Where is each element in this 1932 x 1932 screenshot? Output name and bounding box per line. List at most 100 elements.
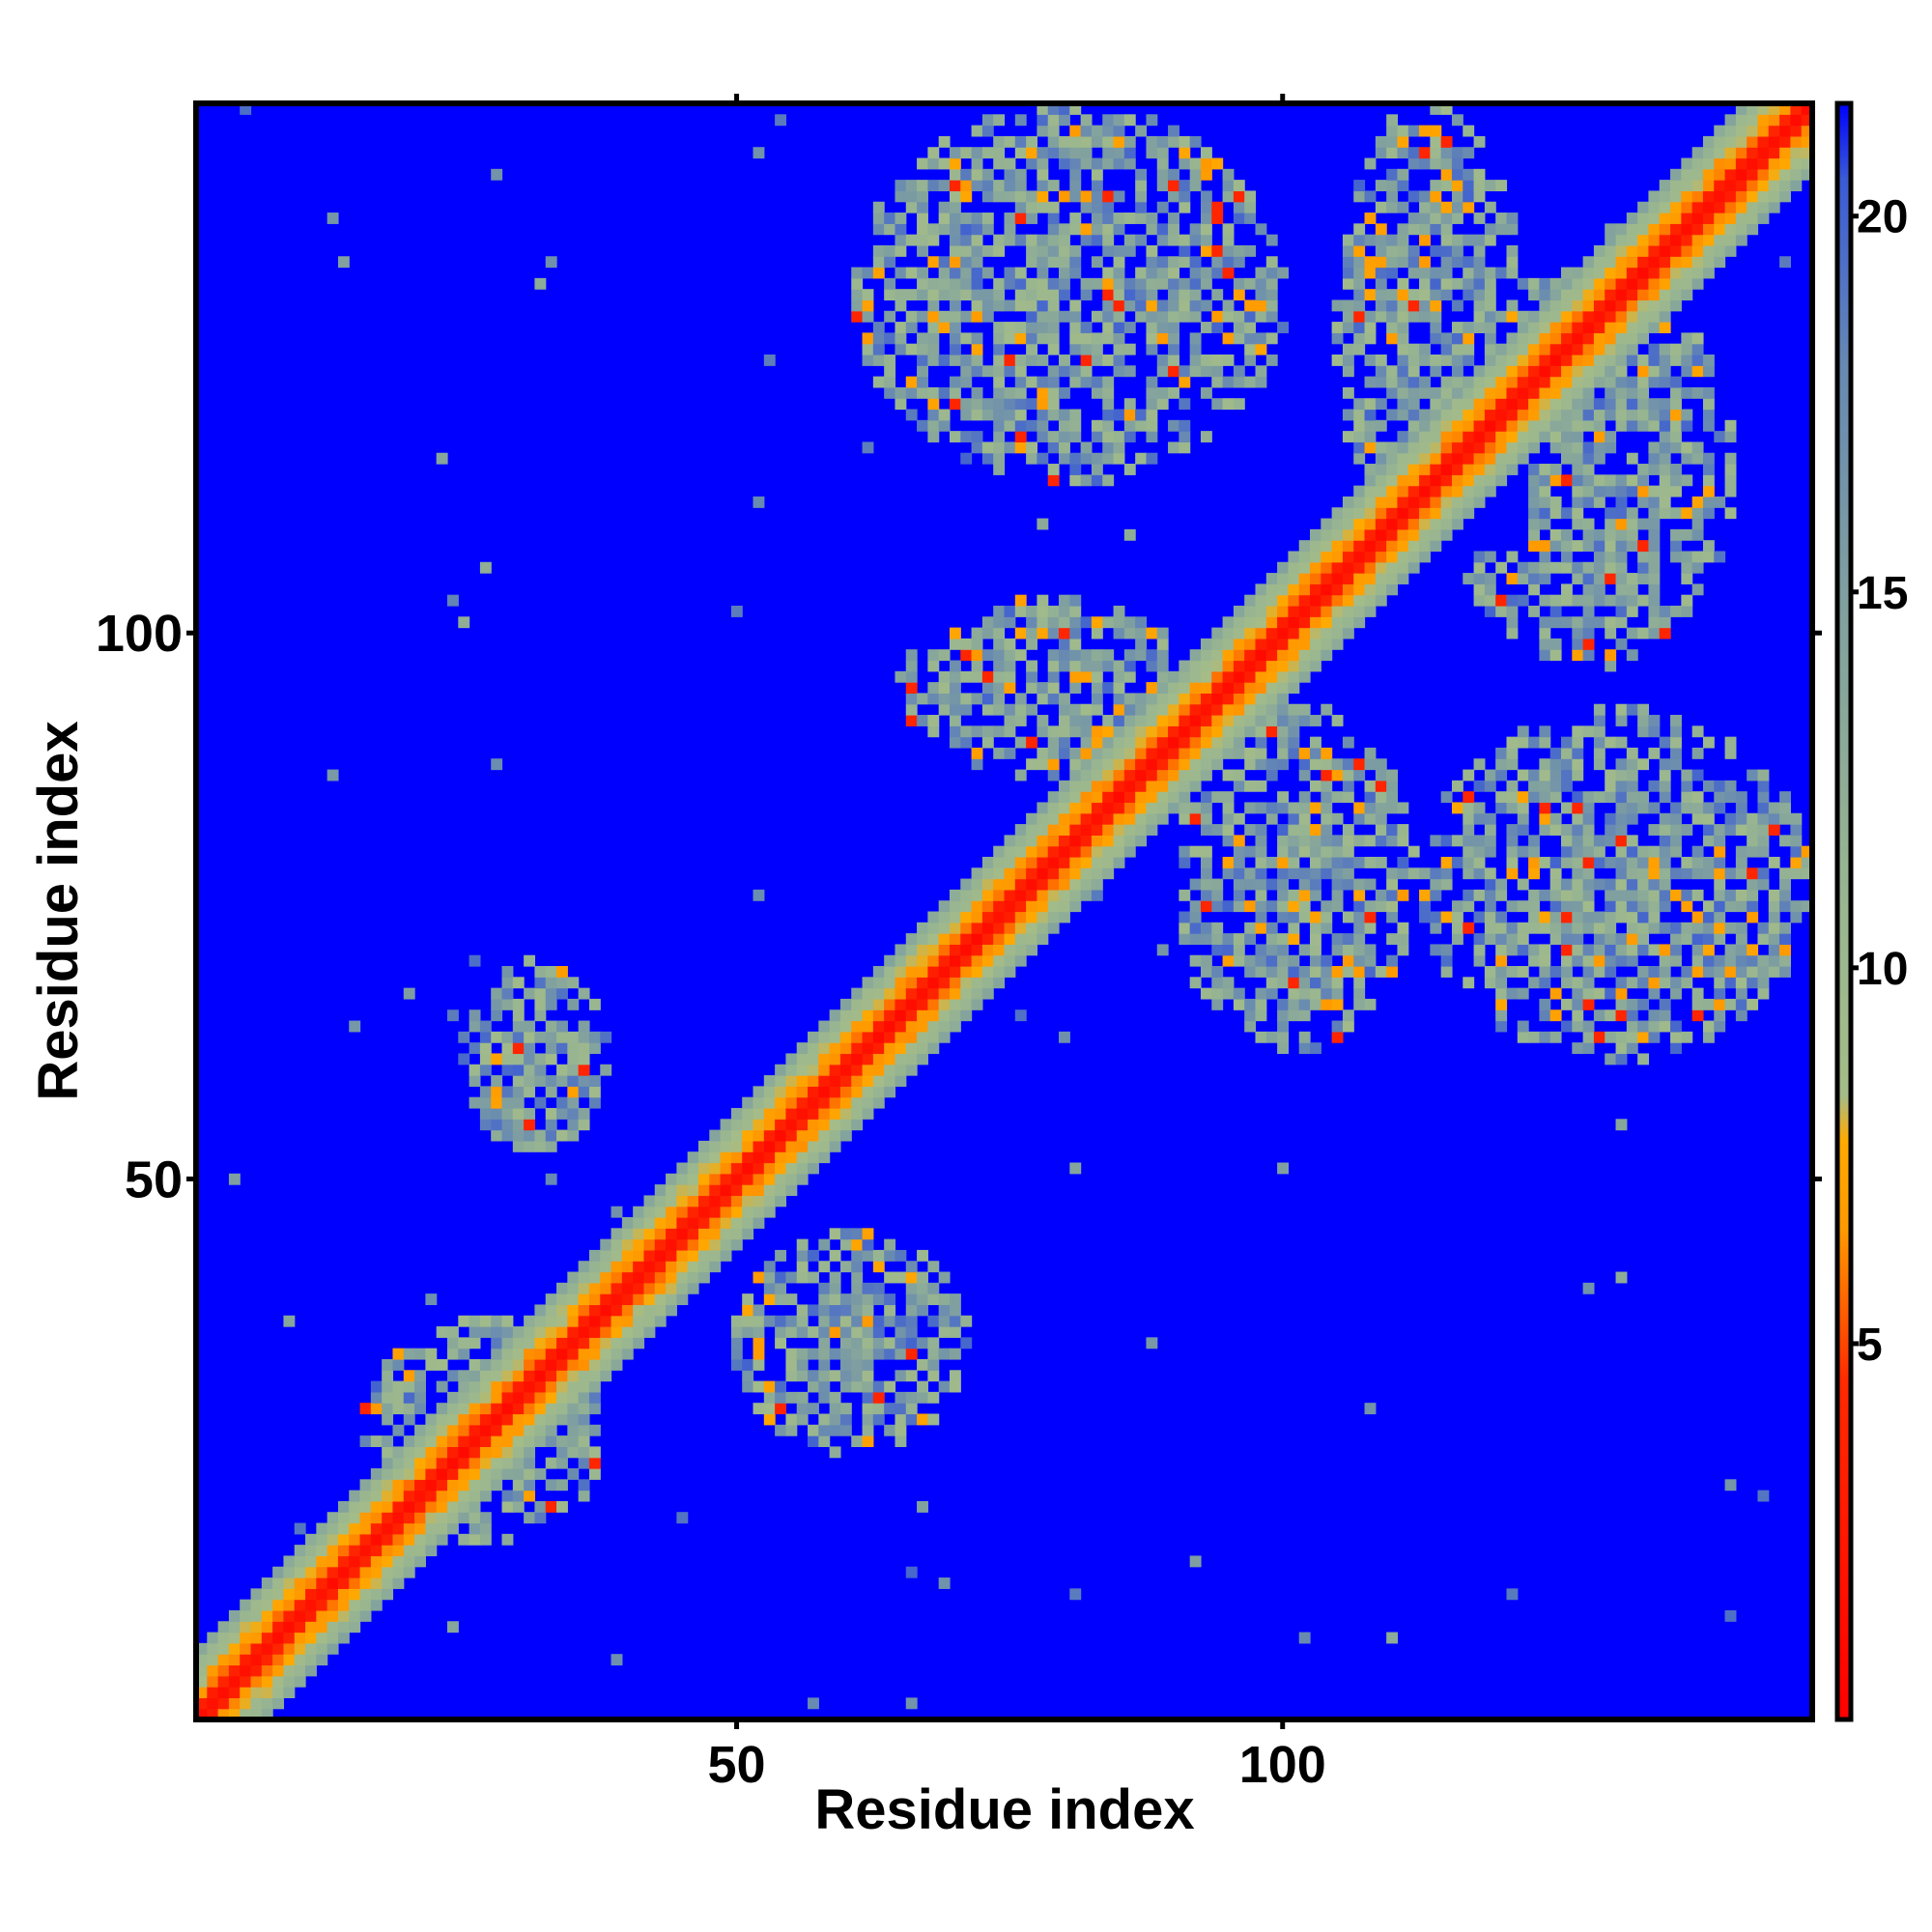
heatmap-cell	[469, 1075, 481, 1087]
heatmap-cell	[534, 1053, 547, 1065]
heatmap-cell	[1768, 125, 1780, 137]
heatmap-cell	[971, 900, 983, 913]
heatmap-cell	[884, 954, 896, 967]
heatmap-cell	[1123, 670, 1136, 683]
heatmap-cell	[327, 1566, 339, 1578]
heatmap-cell	[1364, 332, 1377, 345]
heatmap-cell	[1407, 289, 1420, 301]
heatmap-cell	[1123, 419, 1136, 432]
heatmap-cell	[392, 1468, 405, 1480]
heatmap-cell	[1517, 769, 1529, 781]
heatmap-cell	[1386, 234, 1399, 246]
heatmap-cell	[534, 1075, 547, 1087]
heatmap-cell	[1298, 616, 1311, 629]
heatmap-cell	[905, 1315, 918, 1327]
heatmap-cell	[1528, 769, 1540, 781]
heatmap-cell	[829, 1064, 841, 1076]
heatmap-cell	[993, 332, 1006, 345]
heatmap-cell	[567, 1391, 580, 1404]
heatmap-cell	[818, 1370, 831, 1382]
heatmap-cell	[796, 1042, 809, 1055]
heatmap-cell	[458, 1370, 470, 1382]
heatmap-cell	[1561, 824, 1573, 836]
heatmap-cell	[839, 1358, 852, 1371]
heatmap-cell	[1375, 528, 1387, 541]
heatmap-cell	[1255, 715, 1267, 726]
heatmap-cell	[1735, 954, 1747, 967]
heatmap-cell	[676, 1238, 689, 1251]
heatmap-cell	[927, 987, 940, 1000]
heatmap-cell	[1277, 889, 1289, 901]
heatmap-cell	[1735, 856, 1747, 868]
heatmap-cell	[501, 1096, 514, 1109]
heatmap-cell	[1463, 322, 1475, 333]
heatmap-cell	[1375, 769, 1387, 781]
heatmap-cell	[1549, 638, 1562, 650]
y-axis-title: Residue index	[27, 721, 90, 1100]
heatmap-cell	[981, 878, 994, 891]
heatmap-cell	[1222, 267, 1235, 279]
heatmap-cell	[469, 1446, 481, 1459]
heatmap-cell	[524, 1075, 536, 1087]
heatmap-cell	[1113, 147, 1125, 159]
heatmap-cell	[1026, 867, 1038, 880]
heatmap-cell	[1691, 354, 1704, 366]
heatmap-cell	[1080, 201, 1093, 213]
heatmap-cell	[283, 1588, 296, 1601]
heatmap-cell	[272, 1642, 285, 1655]
heatmap-cell	[742, 1151, 754, 1164]
heatmap-cell	[1430, 867, 1442, 880]
heatmap-cell	[359, 1555, 372, 1568]
heatmap-cell	[1265, 616, 1278, 629]
heatmap-plot-area	[193, 100, 1815, 1722]
heatmap-cell	[1321, 649, 1333, 662]
heatmap-cell	[927, 725, 940, 738]
heatmap-cell	[1200, 824, 1212, 836]
heatmap-cell	[1735, 223, 1747, 236]
heatmap-cell	[545, 1020, 557, 1033]
heatmap-cell	[578, 1348, 590, 1360]
heatmap-cell	[1233, 605, 1245, 617]
heatmap-cell	[1495, 223, 1508, 236]
heatmap-cell	[1463, 889, 1475, 901]
heatmap-cell	[425, 1358, 438, 1371]
heatmap-cell	[938, 1020, 951, 1033]
heatmap-cell	[1801, 845, 1812, 858]
heatmap-cell	[1615, 267, 1628, 279]
heatmap-cell	[1593, 845, 1605, 858]
heatmap-cell	[796, 1151, 809, 1164]
heatmap-cell	[1069, 605, 1082, 617]
heatmap-cell	[567, 1337, 580, 1350]
heatmap-cell	[851, 1315, 864, 1327]
heatmap-cell	[1135, 299, 1148, 312]
heatmap-cell	[938, 998, 951, 1010]
heatmap-cell	[720, 1238, 732, 1251]
heatmap-cell	[1091, 277, 1103, 290]
heatmap-cell	[1714, 954, 1726, 967]
heatmap-cell	[1637, 594, 1650, 607]
heatmap-cell	[1691, 157, 1704, 170]
heatmap-cell	[446, 1446, 459, 1459]
heatmap-cell	[1146, 758, 1158, 771]
heatmap-cell	[839, 1053, 852, 1065]
heatmap-cell	[1069, 190, 1082, 203]
heatmap-cell	[971, 725, 983, 738]
heatmap-cell	[960, 277, 973, 290]
heatmap-cell	[1790, 103, 1803, 115]
heatmap-cell	[1386, 561, 1399, 574]
heatmap-cell	[1735, 889, 1747, 901]
heatmap-cell	[1637, 419, 1650, 432]
heatmap-cell	[1364, 441, 1377, 454]
heatmap-cell	[949, 354, 961, 366]
heatmap-cell	[1702, 1020, 1715, 1033]
heatmap-cell	[862, 1370, 874, 1382]
heatmap-cell	[1277, 856, 1289, 868]
heatmap-cell	[1659, 201, 1671, 213]
heatmap-cell	[1670, 376, 1682, 388]
heatmap-cell	[446, 1337, 459, 1350]
heatmap-cell	[1626, 507, 1638, 520]
heatmap-cell	[359, 1490, 372, 1502]
heatmap-cell	[1059, 715, 1070, 726]
heatmap-cell	[753, 1129, 765, 1142]
